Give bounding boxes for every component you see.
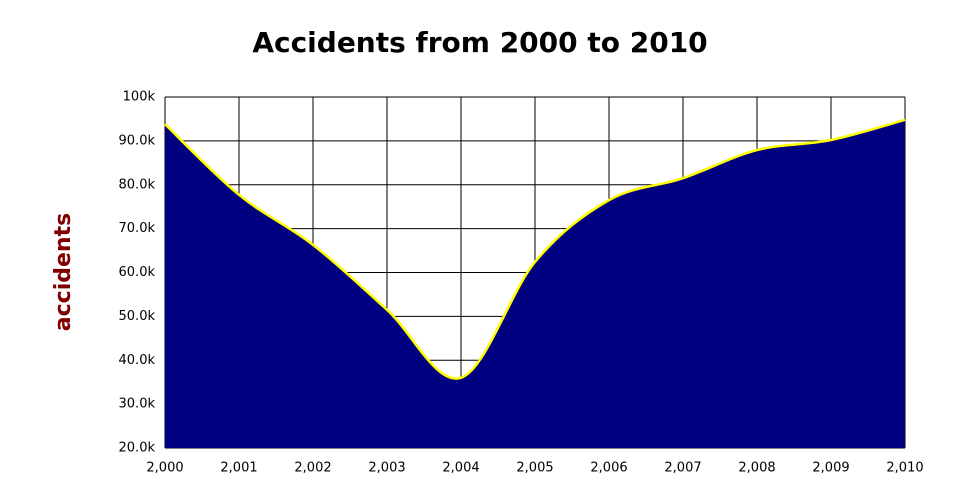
y-tick-label: 90.0k <box>119 133 156 148</box>
x-tick-label: 2,008 <box>738 461 775 476</box>
y-tick-label: 40.0k <box>119 353 156 368</box>
x-tick-label: 2,006 <box>590 461 627 476</box>
y-tick-label: 60.0k <box>119 265 156 280</box>
y-tick-label: 80.0k <box>119 177 156 192</box>
x-tick-label: 2,004 <box>442 461 479 476</box>
y-tick-label: 70.0k <box>119 221 156 236</box>
x-tick-label: 2,003 <box>368 461 405 476</box>
line <box>164 118 906 380</box>
x-tick-label: 2,005 <box>516 461 553 476</box>
y-tick-label: 20.0k <box>119 441 156 456</box>
y-tick-label: 100k <box>123 90 156 105</box>
x-tick-label: 2,002 <box>294 461 331 476</box>
x-tick-label: 2,001 <box>220 461 257 476</box>
y-tick-label: 50.0k <box>119 309 156 324</box>
y-tick-label: 30.0k <box>119 397 156 412</box>
x-tick-label: 2,009 <box>812 461 849 476</box>
x-tick-label: 2,007 <box>664 461 701 476</box>
area <box>165 119 905 448</box>
x-tick-label: 2,010 <box>886 461 923 476</box>
y-axis-label: accidents <box>51 213 76 331</box>
chart-title: Accidents from 2000 to 2010 <box>252 26 707 59</box>
x-tick-label: 2,000 <box>146 461 183 476</box>
